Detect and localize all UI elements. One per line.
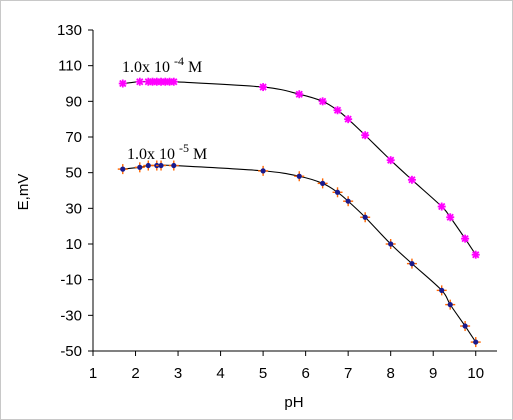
- series-1-point: [460, 321, 471, 332]
- series-0-point: [344, 115, 353, 124]
- series-0-point: [118, 79, 127, 88]
- x-axis-label: pH: [284, 394, 303, 411]
- y-axis-label: E,mV: [15, 174, 32, 211]
- series-1-point: [406, 258, 417, 269]
- series-0-point: [361, 131, 370, 140]
- series-0-point: [407, 175, 416, 184]
- series-1-point: [445, 299, 456, 310]
- axes: [92, 30, 497, 352]
- x-tick-label: 5: [259, 365, 267, 382]
- series-0-point: [471, 250, 480, 259]
- series-1-point: [134, 162, 145, 173]
- ticks: 1 2 3 4 5 6 7 8 9 10 -50 -30 -10 10 30 50 70 90 110 130: [57, 22, 484, 382]
- series-0-point: [437, 202, 446, 211]
- series-0-point: [295, 90, 304, 99]
- curves: [122, 80, 477, 343]
- series-1-point: [360, 212, 371, 223]
- series-0-line: [122, 80, 477, 256]
- x-tick-label: 2: [131, 365, 139, 382]
- series-0-point: [333, 106, 342, 115]
- series-1-point: [385, 239, 396, 249]
- y-tick-label: -10: [60, 272, 82, 289]
- y-tick-label: 70: [65, 129, 82, 146]
- series-1-point: [143, 160, 154, 171]
- series-annotation: 1.0x 10 -5 M: [127, 141, 207, 163]
- markers: [117, 77, 481, 348]
- series-0-point: [386, 156, 395, 165]
- series-0-point: [446, 213, 455, 222]
- annotations: 1.0x 10 -4 M 1.0x 10 -5 M: [122, 54, 207, 163]
- series-1-point: [294, 171, 305, 182]
- x-tick-label: 7: [344, 365, 352, 382]
- x-tick-label: 10: [467, 365, 484, 382]
- y-tick-label: -30: [60, 307, 82, 324]
- x-tick-label: 1: [89, 365, 97, 382]
- y-tick-label: 10: [65, 236, 82, 253]
- x-tick-label: 8: [387, 365, 395, 382]
- series-0-point: [169, 77, 178, 86]
- x-tick-label: 3: [174, 365, 182, 382]
- series-1-point: [156, 160, 167, 171]
- x-tick-label: 6: [301, 365, 309, 382]
- series-1-point: [258, 165, 269, 176]
- series-0-point: [461, 234, 470, 243]
- series-1-line: [122, 164, 477, 343]
- series-0-point: [318, 97, 327, 106]
- y-tick-label: -50: [60, 343, 82, 360]
- series-0-point: [135, 77, 144, 86]
- series-1-point: [117, 164, 128, 175]
- y-tick-label: 110: [58, 58, 82, 75]
- series-annotation: 1.0x 10 -4 M: [122, 54, 202, 76]
- series-0-point: [259, 83, 268, 92]
- x-tick-label: 9: [429, 365, 437, 382]
- y-tick-label: 30: [65, 200, 82, 217]
- series-1-point: [317, 178, 328, 189]
- series-1-point: [343, 196, 354, 207]
- series-1-point: [168, 160, 179, 171]
- y-tick-label: 50: [65, 165, 82, 182]
- x-tick-label: 4: [216, 365, 224, 382]
- series-1-point: [436, 285, 447, 296]
- series-1-point: [470, 337, 481, 348]
- y-tick-label: 90: [65, 93, 82, 110]
- series-1-point: [332, 187, 343, 198]
- y-tick-label: 130: [57, 22, 82, 39]
